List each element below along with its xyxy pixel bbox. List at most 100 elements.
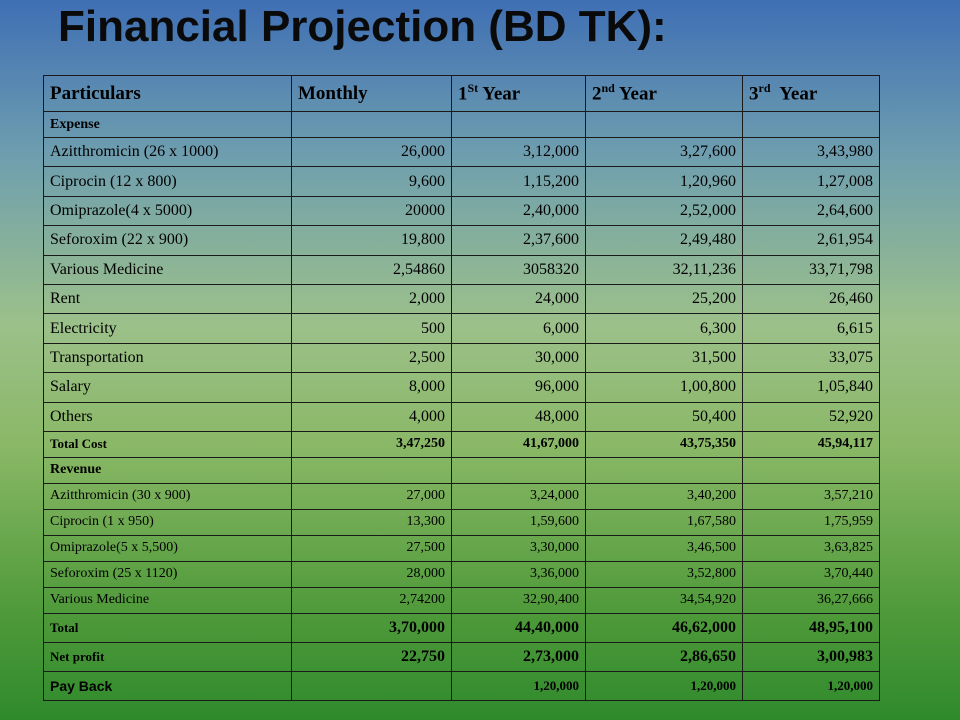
cell-y2: 2,49,480 (585, 225, 743, 256)
row-label: Total Cost (43, 430, 292, 458)
row-label: Electricity (43, 313, 292, 344)
cell-y2: 3,40,200 (585, 482, 743, 510)
cell-y1: 48,000 (451, 401, 586, 432)
cell-y2: 1,00,800 (585, 372, 743, 403)
header-year-1-sup: St (467, 81, 479, 96)
cell-monthly: 4,000 (291, 401, 452, 432)
header-year-2-sup: nd (601, 81, 615, 96)
cell-y1: 3,30,000 (451, 534, 586, 562)
row-label: Azitthromicin (26 x 1000) (43, 136, 292, 168)
cell-y3: 2,64,600 (742, 195, 880, 227)
header-year-3: 3rd Year (742, 75, 880, 112)
header-year-3-word: Year (770, 83, 818, 105)
cell-monthly: 19,800 (291, 225, 452, 256)
header-particulars: Particulars (43, 75, 292, 112)
cell-monthly: 22,750 (291, 641, 452, 672)
cell-y1: 24,000 (451, 283, 586, 315)
cell-y1: 96,000 (451, 372, 586, 403)
cell-y1: 30,000 (451, 342, 586, 374)
cell-y3: 6,615 (742, 313, 880, 344)
cell-y3: 33,71,798 (742, 254, 880, 285)
cell-monthly: 27,000 (291, 482, 452, 510)
empty-cell (451, 456, 586, 484)
row-label: Azitthromicin (30 x 900) (43, 482, 292, 510)
cell-y1: 2,37,600 (451, 225, 586, 256)
cell-y2: 3,52,800 (585, 560, 743, 588)
empty-cell (451, 111, 586, 138)
empty-cell (585, 111, 743, 138)
cell-y3: 48,95,100 (742, 612, 880, 643)
table-header-row: Particulars Monthly 1St Year 2nd Year 3r… (43, 75, 880, 112)
cell-monthly: 13,300 (291, 508, 452, 536)
cell-y1: 1,59,600 (451, 508, 586, 536)
row-label: Pay Back (43, 670, 292, 701)
expense-row: Seforoxim (22 x 900) 19,800 2,37,600 2,49,4… (43, 225, 880, 256)
cell-monthly: 2,000 (291, 283, 452, 315)
expense-row: Rent 2,000 24,000 25,200 26,460 (43, 283, 880, 315)
cell-y1: 2,40,000 (451, 195, 586, 227)
row-label: Omiprazole(4 x 5000) (43, 195, 292, 227)
cell-y3: 3,43,980 (742, 136, 880, 168)
expense-row: Transportation 2,500 30,000 31,500 33,075 (43, 342, 880, 374)
header-year-1-word: Year (478, 83, 521, 105)
cell-y3: 3,70,440 (742, 560, 880, 588)
cell-y2: 50,400 (585, 401, 743, 432)
cell-y1: 3,24,000 (451, 482, 586, 510)
cell-monthly: 3,47,250 (291, 430, 452, 458)
net-profit-row: Net profit 22,750 2,73,000 2,86,650 3,00,983 (43, 641, 880, 672)
section-label-revenue: Revenue (43, 456, 292, 484)
row-label: Various Medicine (43, 586, 292, 614)
cell-y3: 1,27,008 (742, 166, 880, 197)
empty-cell (742, 456, 880, 484)
expense-row: Azitthromicin (26 x 1000) 26,000 3,12,000 3… (43, 136, 880, 168)
cell-y3: 1,75,959 (742, 508, 880, 536)
row-label: Others (43, 401, 292, 432)
cell-y3: 3,57,210 (742, 482, 880, 510)
revenue-row: Various Medicine 2,74200 32,90,400 34,54,92… (43, 586, 880, 614)
cell-y3: 33,075 (742, 342, 880, 374)
cell-y1: 2,73,000 (451, 641, 586, 672)
cell-y3: 36,27,666 (742, 586, 880, 614)
pay-back-row: Pay Back 1,20,000 1,20,000 1,20,000 (43, 670, 880, 701)
expense-row: Others 4,000 48,000 50,400 52,920 (43, 401, 880, 432)
row-label: Total (43, 612, 292, 643)
cell-y2: 34,54,920 (585, 586, 743, 614)
cell-y3: 26,460 (742, 283, 880, 315)
cell-monthly: 2,74200 (291, 586, 452, 614)
header-year-2-word: Year (614, 83, 657, 105)
row-label: Salary (43, 372, 292, 403)
revenue-row: Ciprocin (1 x 950) 13,300 1,59,600 1,67,580… (43, 508, 880, 536)
row-label: Various Medicine (43, 254, 292, 285)
cell-monthly: 27,500 (291, 534, 452, 562)
header-monthly: Monthly (291, 75, 452, 112)
cell-y2: 25,200 (585, 283, 743, 315)
cell-y1: 3,36,000 (451, 560, 586, 588)
cell-y2: 3,27,600 (585, 136, 743, 168)
cell-monthly: 500 (291, 313, 452, 344)
cell-y3: 3,63,825 (742, 534, 880, 562)
section-label-expense: Expense (43, 111, 292, 138)
expense-row: Electricity 500 6,000 6,300 6,615 (43, 313, 880, 344)
cell-monthly: 2,500 (291, 342, 452, 374)
header-year-3-num: 3 (749, 83, 759, 105)
financial-projection-table: Particulars Monthly 1St Year 2nd Year 3r… (43, 75, 880, 701)
cell-y1: 32,90,400 (451, 586, 586, 614)
revenue-row: Azitthromicin (30 x 900) 27,000 3,24,000 3,… (43, 482, 880, 510)
cell-y2: 3,46,500 (585, 534, 743, 562)
row-label: Transportation (43, 342, 292, 374)
cell-y3: 1,05,840 (742, 372, 880, 403)
cell-y2: 2,86,650 (585, 641, 743, 672)
cell-y2: 1,20,000 (585, 670, 743, 701)
cell-monthly (291, 670, 452, 701)
row-label: Rent (43, 283, 292, 315)
row-label: Seforoxim (25 x 1120) (43, 560, 292, 588)
cell-y1: 44,40,000 (451, 612, 586, 643)
cell-monthly: 26,000 (291, 136, 452, 168)
cell-y3: 1,20,000 (742, 670, 880, 701)
revenue-row: Omiprazole(5 x 5,500) 27,500 3,30,000 3,46,… (43, 534, 880, 562)
slide-title: Financial Projection (BD TK): (58, 2, 667, 51)
cell-y1: 3,12,000 (451, 136, 586, 168)
cell-y3: 45,94,117 (742, 430, 880, 458)
cell-y2: 46,62,000 (585, 612, 743, 643)
cell-y1: 1,20,000 (451, 670, 586, 701)
